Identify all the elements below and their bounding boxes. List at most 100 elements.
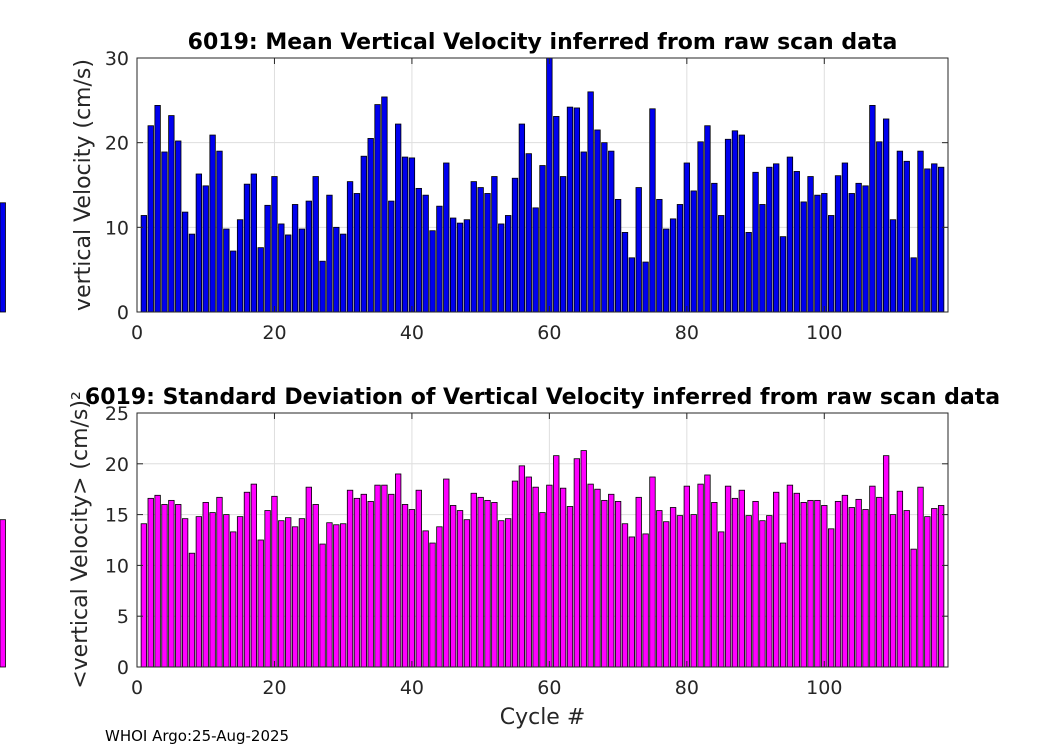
bar-cycle-8 [188, 233, 196, 313]
bar-cycle-95 [786, 484, 794, 668]
bar-cycle-41 [415, 187, 422, 313]
bar-cycle-56 [518, 123, 526, 313]
bar-cycle-39 [401, 156, 409, 313]
bar-cycle-104 [848, 507, 855, 668]
bar-cycle-48 [463, 219, 471, 313]
bar-cycle-72 [628, 536, 635, 668]
bar-cycle-28 [326, 194, 333, 313]
bar-cycle-106 [862, 185, 869, 313]
bar-cycle-110 [889, 514, 897, 668]
bar-cycle-86 [724, 485, 732, 668]
bar-cycle-47 [456, 222, 464, 313]
bar-cycle-52 [491, 176, 498, 313]
bar-cycle-93 [773, 163, 780, 313]
bar-cycle-109 [882, 118, 890, 313]
bar-cycle-94 [779, 236, 787, 313]
bar-cycle-63 [566, 106, 574, 313]
bar-cycle-55 [511, 177, 519, 313]
bar-cycle-30 [340, 523, 347, 668]
bar-cycle-32 [353, 193, 361, 313]
bar-cycle-105 [855, 182, 862, 313]
bar-cycle-29 [333, 524, 340, 668]
chart-title: 6019: Mean Vertical Velocity inferred fr… [188, 30, 898, 55]
y-tick-label: 0 [117, 302, 129, 324]
bar-cycle-33 [360, 155, 367, 313]
bar-cycle-73 [635, 187, 642, 313]
bar-cycle-27 [319, 543, 326, 668]
bar-cycle-35 [374, 104, 381, 313]
bar-cycle-72 [628, 257, 635, 313]
bar-cycle-100 [821, 505, 828, 668]
bar-cycle-84 [711, 182, 718, 313]
bar-cycle-51 [484, 499, 491, 668]
bar-cycle-14 [230, 250, 237, 313]
bar-cycle-88 [738, 134, 745, 313]
y-tick-label: 20 [105, 133, 129, 155]
bar-cycle-69 [608, 493, 615, 668]
bar-cycle-23 [291, 204, 299, 313]
bar-cycle-81 [690, 190, 697, 313]
bar-cycle-83 [704, 125, 711, 313]
bar-cycle-8 [188, 552, 196, 668]
bar-cycle-53 [498, 223, 505, 313]
bar-cycle-101 [828, 215, 835, 313]
bar-cycle-115 [924, 168, 931, 313]
bar-cycle-85 [718, 531, 725, 668]
bar-cycle-34 [367, 138, 374, 313]
bar-cycle-116 [931, 508, 938, 668]
bar-cycle-11 [209, 134, 216, 313]
x-tick-label: 20 [262, 677, 286, 699]
bar-cycle-93 [773, 491, 780, 668]
x-tick-label: 40 [400, 322, 424, 344]
bar-cycle-77 [663, 228, 670, 313]
bar-cycle-85 [718, 215, 725, 313]
bar-cycle-103 [841, 162, 849, 313]
bar-cycle-65 [580, 450, 587, 668]
bar-cycle-70 [614, 500, 622, 668]
bar-cycle-79 [676, 515, 684, 668]
bar-cycle-25 [305, 200, 312, 313]
bar-cycle-34 [367, 500, 374, 668]
bar-cycle-106 [862, 509, 869, 668]
bar-cycle-7 [181, 211, 189, 313]
bar-cycle-4 [161, 151, 168, 313]
bar-cycle-54 [504, 215, 512, 313]
bar-cycle-117 [937, 166, 945, 313]
plot-frame [136, 57, 949, 313]
bar-cycle-68 [601, 499, 608, 668]
bar-cycle-71 [621, 523, 629, 668]
x-tick-label: 40 [400, 677, 424, 699]
bar-cycle-98 [807, 499, 814, 668]
bar-cycle-55 [511, 480, 519, 668]
bar-cycle-71 [621, 232, 629, 313]
bar-cycle-25 [305, 486, 312, 668]
bar-cycle-83 [704, 474, 711, 668]
bar-cycle-117 [937, 505, 945, 668]
bar-cycle-98 [807, 176, 814, 313]
bar-cycle-38 [395, 473, 402, 668]
bar-cycle-32 [353, 497, 361, 668]
y-tick-label: 0 [117, 657, 129, 679]
bar-cycle-108 [876, 141, 883, 313]
bar-cycle-17 [250, 483, 257, 668]
bar-cycle-31 [346, 181, 354, 313]
bar-cycle-43 [429, 230, 436, 313]
bar-cycle-29 [333, 226, 340, 313]
bar-cycle-70 [614, 198, 622, 313]
bar-cycle-27 [319, 260, 326, 313]
bar-cycle-99 [814, 194, 821, 313]
bar-cycle-56 [518, 465, 526, 668]
bar-cycle-22 [285, 234, 292, 313]
bar-cycle-20 [271, 495, 278, 668]
bar-cycle-113 [910, 257, 917, 313]
bar-cycle-22 [285, 517, 292, 668]
bar-cycle-60 [546, 484, 553, 668]
bar-cycle-80 [683, 485, 690, 668]
bar-cycle-57 [525, 153, 532, 313]
bar-cycle-5 [168, 499, 175, 668]
bar-cycle-13 [223, 228, 230, 313]
bar-cycle-12 [216, 496, 223, 668]
x-axis-label: Cycle # [500, 705, 586, 730]
bar-cycle-13 [223, 514, 230, 668]
